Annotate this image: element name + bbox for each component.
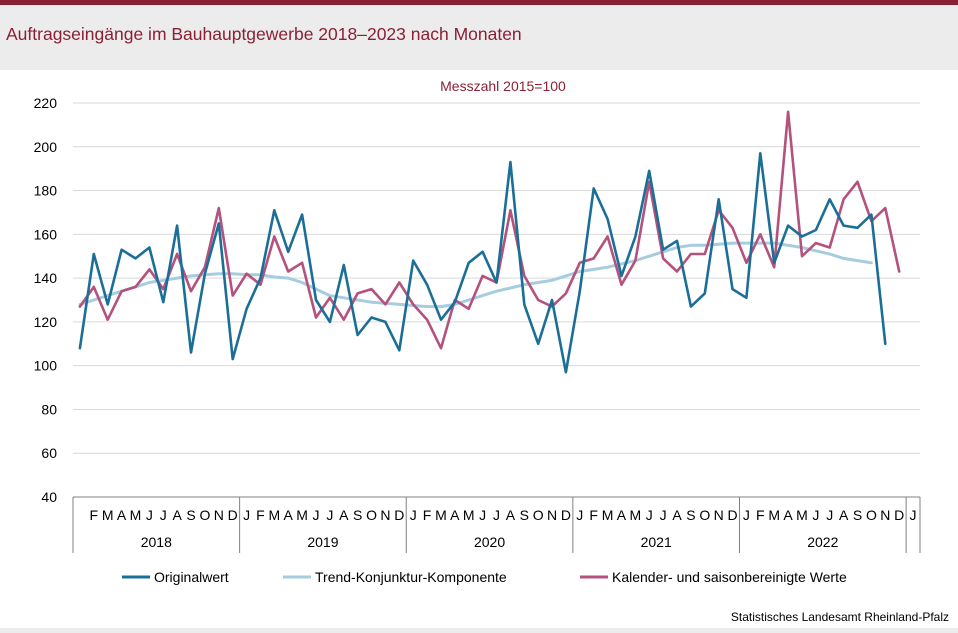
- x-month-label: M: [768, 507, 780, 523]
- x-month-label: A: [506, 507, 516, 523]
- x-month-label: J: [479, 507, 486, 523]
- x-month-label: F: [256, 507, 265, 523]
- x-month-label: N: [714, 507, 724, 523]
- x-month-label: D: [727, 507, 737, 523]
- y-tick-label: 140: [34, 270, 58, 286]
- x-month-label: J: [826, 507, 833, 523]
- x-month-label: D: [894, 507, 904, 523]
- x-month-label: J: [576, 507, 583, 523]
- x-year-label: 2022: [807, 534, 838, 550]
- x-month-label: O: [366, 507, 377, 523]
- y-tick-label: 80: [41, 401, 57, 417]
- x-month-label: S: [853, 507, 862, 523]
- x-month-label: M: [463, 507, 475, 523]
- x-year-label: 2019: [307, 534, 338, 550]
- y-tick-label: 120: [34, 314, 58, 330]
- x-month-label: N: [547, 507, 557, 523]
- x-month-label: A: [117, 507, 127, 523]
- x-month-label: J: [493, 507, 500, 523]
- x-month-label: N: [380, 507, 390, 523]
- x-year-label: 2021: [641, 534, 672, 550]
- x-month-label: A: [783, 507, 793, 523]
- x-month-label: N: [880, 507, 890, 523]
- x-month-label: M: [630, 507, 642, 523]
- page-title: Auftragseingänge im Bauhauptgewerbe 2018…: [6, 24, 522, 44]
- x-month-label: D: [394, 507, 404, 523]
- series-line-kalender-und-saisonbereinigte-werte: [78, 110, 901, 350]
- chart-subtitle: Messzahl 2015=100: [440, 78, 566, 94]
- y-tick-label: 60: [41, 445, 57, 461]
- top-accent-bar: [0, 0, 958, 5]
- x-month-label: F: [756, 507, 765, 523]
- x-month-label: J: [243, 507, 250, 523]
- x-month-label: J: [812, 507, 819, 523]
- x-month-label: A: [617, 507, 627, 523]
- x-month-label: M: [269, 507, 281, 523]
- x-month-label: A: [839, 507, 849, 523]
- x-month-label: O: [533, 507, 544, 523]
- x-month-label: F: [589, 507, 598, 523]
- x-month-label: A: [172, 507, 182, 523]
- y-tick-label: 200: [34, 139, 58, 155]
- x-month-label: S: [353, 507, 362, 523]
- x-month-label: A: [339, 507, 349, 523]
- x-month-label: D: [561, 507, 571, 523]
- x-month-label: M: [435, 507, 447, 523]
- x-month-label: A: [450, 507, 460, 523]
- x-month-label: J: [743, 507, 750, 523]
- x-year-label: 2020: [474, 534, 505, 550]
- x-month-label: J: [160, 507, 167, 523]
- chart-panel: Messzahl 2015=100 40 60 80 100 120 140 160 180 20…: [0, 70, 958, 628]
- y-tick-label: 160: [34, 226, 58, 242]
- y-tick-label: 40: [41, 489, 57, 505]
- x-month-label: J: [312, 507, 319, 523]
- y-tick-label: 220: [34, 95, 58, 111]
- x-month-label: O: [699, 507, 710, 523]
- x-month-label: M: [296, 507, 308, 523]
- x-month-label: O: [199, 507, 210, 523]
- x-month-label: M: [130, 507, 142, 523]
- source-note: Statistisches Landesamt Rheinland-Pfalz: [730, 610, 949, 624]
- x-month-label: J: [660, 507, 667, 523]
- x-month-label: M: [602, 507, 614, 523]
- x-month-label: J: [910, 507, 917, 523]
- x-month-label: J: [410, 507, 417, 523]
- x-year-label: 2018: [141, 534, 172, 550]
- x-month-label: J: [326, 507, 333, 523]
- x-month-label: S: [186, 507, 195, 523]
- legend-label: Trend-Konjunktur-Komponente: [315, 569, 507, 585]
- x-month-label: A: [672, 507, 682, 523]
- series-line-originalwert: [78, 152, 887, 374]
- x-month-label: S: [686, 507, 695, 523]
- x-month-label: M: [102, 507, 114, 523]
- x-month-label: F: [423, 507, 432, 523]
- x-month-label: F: [90, 507, 99, 523]
- y-tick-label: 180: [34, 183, 58, 199]
- legend-label: Originalwert: [154, 569, 229, 585]
- x-month-label: O: [866, 507, 877, 523]
- x-month-label: M: [796, 507, 808, 523]
- x-month-label: A: [284, 507, 294, 523]
- x-month-label: D: [228, 507, 238, 523]
- x-month-label: S: [520, 507, 529, 523]
- x-month-label: J: [646, 507, 653, 523]
- x-month-label: N: [214, 507, 224, 523]
- x-month-label: J: [146, 507, 153, 523]
- line-chart: Messzahl 2015=100 40 60 80 100 120 140 160 180 20…: [34, 78, 921, 585]
- legend-label: Kalender- und saisonbereinigte Werte: [612, 569, 847, 585]
- y-tick-label: 100: [34, 358, 58, 374]
